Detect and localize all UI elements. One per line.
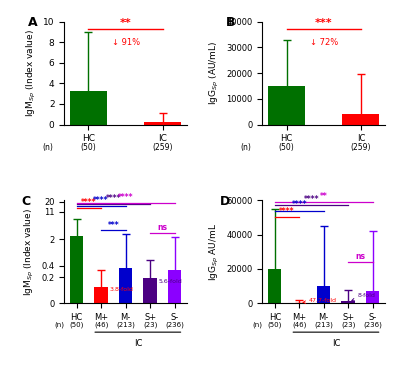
Text: (n): (n) [253,322,263,328]
Text: IC: IC [134,339,142,348]
Text: (n): (n) [42,143,53,152]
Text: (n): (n) [54,322,64,328]
Text: ***: *** [315,18,332,28]
Y-axis label: IgM$_{Sp}$ (Index value): IgM$_{Sp}$ (Index value) [23,208,36,296]
Bar [144,122,181,125]
Text: C: C [22,195,30,208]
Text: (213): (213) [314,322,333,328]
Text: (50): (50) [279,143,294,152]
Text: (23): (23) [143,322,157,328]
Text: (23): (23) [341,322,355,328]
Bar [317,286,330,303]
Bar [70,91,107,125]
Text: ***: *** [108,220,119,229]
Bar [143,278,157,373]
Bar [268,269,282,303]
Text: 3.8-fold: 3.8-fold [104,288,134,295]
Text: (236): (236) [363,322,382,328]
Bar [342,301,355,303]
Text: 8-fold: 8-fold [352,293,376,301]
Y-axis label: IgG$_{Sp}$ AU/mL: IgG$_{Sp}$ AU/mL [208,223,221,281]
Text: ****: **** [106,194,121,203]
Bar [268,86,305,125]
Bar [342,114,380,125]
Text: (n): (n) [240,143,251,152]
Text: ns: ns [157,223,167,232]
Text: (50): (50) [268,322,282,328]
Text: D: D [220,195,230,208]
Text: ****: **** [292,200,307,209]
Text: ↓ 72%: ↓ 72% [310,38,338,47]
Text: ****: **** [81,198,97,207]
Bar [119,268,132,373]
Bar [70,236,83,373]
Text: (259): (259) [152,143,173,152]
Text: **: ** [120,18,132,28]
Text: (259): (259) [351,143,371,152]
Text: (213): (213) [116,322,135,328]
Text: ****: **** [118,193,133,202]
Text: (50): (50) [80,143,96,152]
Text: **: ** [320,192,328,201]
Text: (236): (236) [165,322,184,328]
Y-axis label: IgM$_{Sp}$ (Index value): IgM$_{Sp}$ (Index value) [24,29,38,117]
Text: (46): (46) [94,322,108,328]
Bar [366,291,380,303]
Text: ↓ 91%: ↓ 91% [112,38,140,47]
Text: (50): (50) [70,322,84,328]
Text: IC: IC [332,339,340,348]
Text: 47.7-fold: 47.7-fold [303,298,337,303]
Bar [168,270,181,373]
Text: B: B [226,16,235,29]
Text: (46): (46) [292,322,306,328]
Text: ****: **** [279,207,295,216]
Text: ****: **** [93,196,109,205]
Text: 5.6-fold: 5.6-fold [153,279,182,286]
Text: ****: **** [304,195,319,204]
Y-axis label: IgG$_{Sp}$ (AU/mL): IgG$_{Sp}$ (AU/mL) [208,41,221,105]
Bar [94,287,108,373]
Text: ns: ns [356,252,366,261]
Text: A: A [28,16,37,29]
